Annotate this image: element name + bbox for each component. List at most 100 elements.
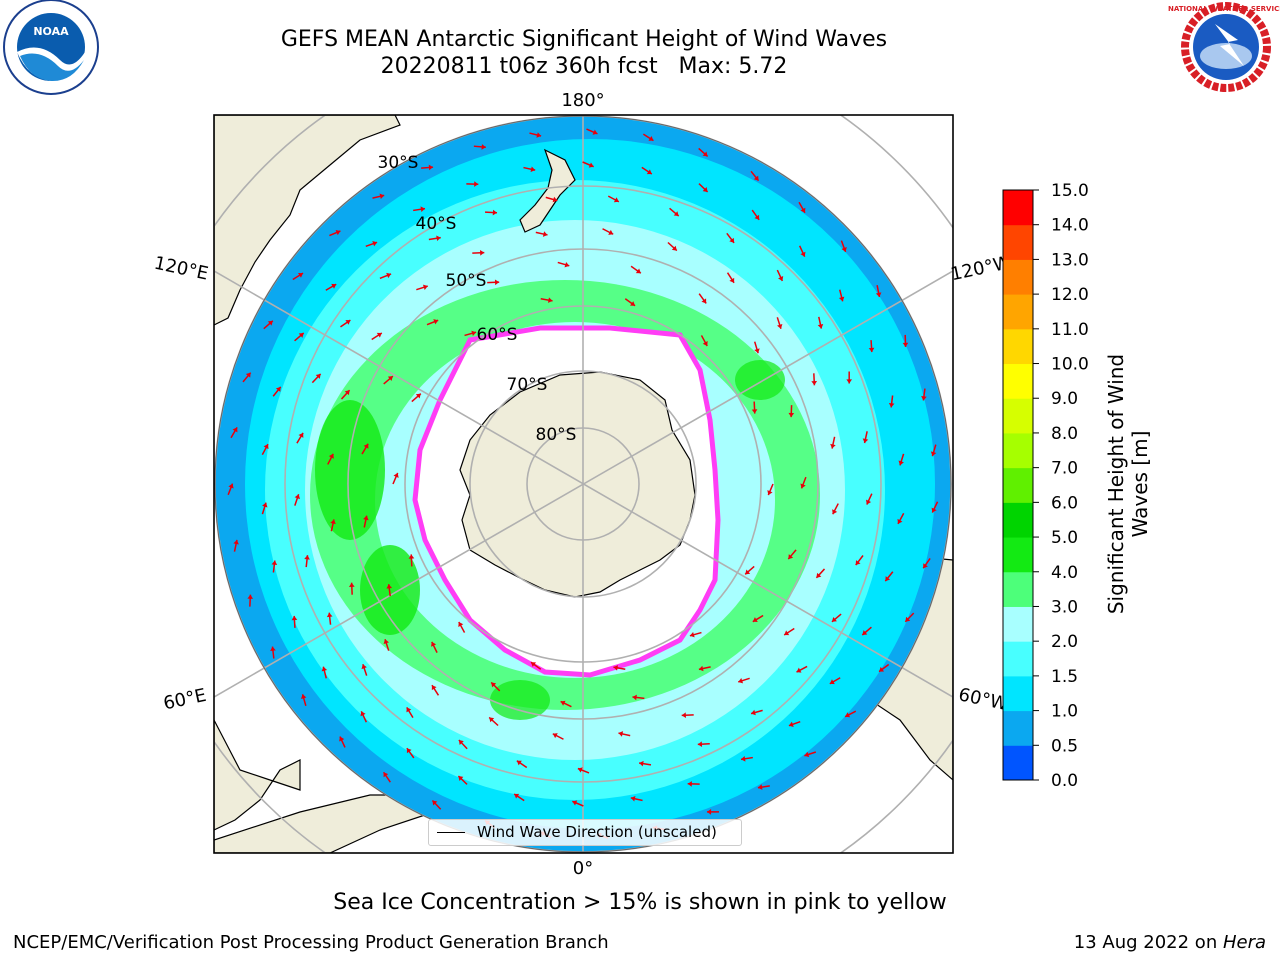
wave-direction-arrow-head — [433, 319, 439, 325]
wave-direction-arrow-head — [830, 443, 836, 449]
wave-direction-arrow-head — [788, 554, 794, 560]
wave-direction-arrow-head — [757, 784, 763, 790]
wave-direction-arrow-head — [800, 483, 806, 489]
wave-direction-arrow-head — [778, 276, 784, 281]
wave-direction-arrow-head — [862, 438, 869, 444]
wave-direction-arrow-head — [921, 396, 927, 401]
wave-direction-arrow-head — [335, 229, 341, 236]
colorbar-segment — [1003, 745, 1033, 781]
wave-direction-arrow-head — [879, 666, 885, 672]
wave-direction-arrow-head — [339, 736, 345, 742]
wave-direction-arrow-head — [547, 297, 553, 303]
wave-direction-arrow-head — [458, 622, 464, 627]
wave-direction-arrow-head — [572, 800, 578, 806]
wave-direction-arrow-head — [387, 376, 393, 381]
wave-direction-arrow-head — [804, 751, 810, 758]
wave-direction-arrow-head — [846, 379, 853, 384]
wave-direction-arrow-head — [706, 809, 712, 815]
wave-direction-arrow-head — [474, 181, 479, 187]
latitude-label: 70°S — [507, 375, 548, 395]
wave-direction-arrow-head — [458, 740, 464, 745]
wave-direction-arrow-head — [738, 678, 744, 684]
colorbar-tick-label: 12.0 — [1051, 285, 1089, 305]
wave-direction-arrow-head — [270, 646, 276, 651]
wave-direction-arrow-head — [492, 209, 498, 216]
wave-direction-arrow-head — [800, 207, 806, 213]
longitude-label: 60°E — [162, 685, 209, 715]
colorbar-segment — [1003, 190, 1033, 226]
wave-direction-arrow-head — [648, 136, 654, 141]
wave-direction-arrow-head — [897, 518, 903, 524]
wave-direction-arrow-head — [247, 594, 254, 599]
wave-direction-arrow-head — [923, 563, 928, 569]
wave-direction-arrow-head — [800, 251, 806, 257]
wave-direction-arrow-head — [618, 731, 624, 737]
wave-direction-arrow-head — [471, 330, 477, 337]
wave-direction-arrow-head — [326, 612, 333, 618]
wave-direction-arrow-head — [831, 616, 837, 622]
wave-direction-arrow-head — [841, 246, 847, 252]
chart-subtitle: 20220811 t06z 360h fcst Max: 5.72 — [380, 54, 788, 79]
svg-text:NOAA: NOAA — [33, 25, 69, 38]
wave-direction-arrow-head — [635, 268, 641, 274]
latitude-labels: 30°S 40°S 50°S 60°S 70°S 80°S — [378, 153, 577, 445]
svg-text:NATIONAL WEATHER SERVICE: NATIONAL WEATHER SERVICE — [1168, 5, 1280, 13]
sea-ice-note: Sea Ice Concentration > 15% is shown in … — [333, 890, 947, 915]
latitude-label: 50°S — [446, 271, 487, 291]
wave-direction-arrow-head — [868, 347, 875, 353]
colorbar-tick-label: 1.5 — [1051, 667, 1078, 687]
antarctica-land — [459, 371, 696, 598]
wave-direction-arrow-head — [885, 576, 891, 582]
wave-direction-arrow-head — [298, 432, 304, 438]
wave-direction-arrow-head — [796, 667, 802, 673]
wave-direction-arrow-head — [263, 444, 269, 450]
wave-direction-arrow-head — [671, 245, 677, 251]
wave-direction-arrow-head — [372, 241, 378, 247]
wave-direction-arrow-head — [753, 175, 759, 181]
noaa-logo: NOAA — [3, 0, 99, 95]
new-zealand-land — [519, 148, 576, 233]
footer-date: 13 Aug 2022 on Hera — [1074, 932, 1266, 953]
colorbar-tick-label: 7.0 — [1051, 459, 1078, 479]
wave-direction-arrow-head — [267, 320, 273, 326]
wave-direction-arrow-head — [530, 166, 536, 172]
wave-direction-arrow-head — [701, 298, 707, 304]
wave-direction-arrow-head — [816, 572, 822, 578]
wave-direction-arrow-head — [855, 560, 861, 566]
wave-direction-arrow-head — [344, 390, 350, 396]
wave-direction-arrow-head — [393, 472, 399, 478]
wave-direction-arrow-head — [552, 196, 558, 203]
colorbar-tick-label: 0.5 — [1051, 736, 1078, 756]
wave-direction-arrow-head — [564, 261, 570, 268]
wave-direction-arrow-head — [865, 499, 872, 505]
wave-direction-arrow-head — [360, 711, 366, 717]
colorbar-segment — [1003, 398, 1033, 434]
footer-date-text: 13 Aug 2022 on — [1073, 932, 1223, 953]
wave-direction-arrow-head — [905, 616, 911, 622]
wave-direction-arrow-head — [751, 409, 758, 414]
wave-direction-arrow-head — [608, 229, 614, 235]
wave-direction-arrow-head — [588, 162, 594, 168]
longitude-label: 120°E — [152, 253, 210, 285]
wave-direction-arrow-head — [480, 249, 485, 256]
wave-direction-arrow-head — [491, 682, 497, 688]
colorbar-tick-label: 9.0 — [1051, 389, 1078, 409]
wave-direction-arrow-head — [560, 700, 566, 706]
wave-direction-arrow-head — [431, 685, 437, 691]
wave-direction-arrow-head — [875, 292, 882, 297]
wave-direction-arrow-head — [436, 235, 441, 242]
wave-direction-arrow-head — [702, 187, 708, 192]
latitude-label: 40°S — [416, 214, 457, 234]
wave-direction-arrow-head — [702, 341, 708, 346]
wave-direction-arrow-head — [788, 412, 795, 418]
footer-host: Hera — [1222, 932, 1266, 953]
colorbar-segment — [1003, 467, 1033, 503]
colorbar-segment — [1003, 432, 1033, 469]
wave-direction-arrow-head — [363, 443, 369, 449]
wave-direction-arrow-head — [811, 381, 818, 386]
wave-direction-arrow-head — [832, 509, 838, 515]
colorbar-segment — [1003, 294, 1033, 330]
wave-direction-arrow-head — [415, 393, 421, 399]
colorbar-segment — [1003, 571, 1033, 607]
wave-direction-arrow-head — [275, 386, 281, 392]
